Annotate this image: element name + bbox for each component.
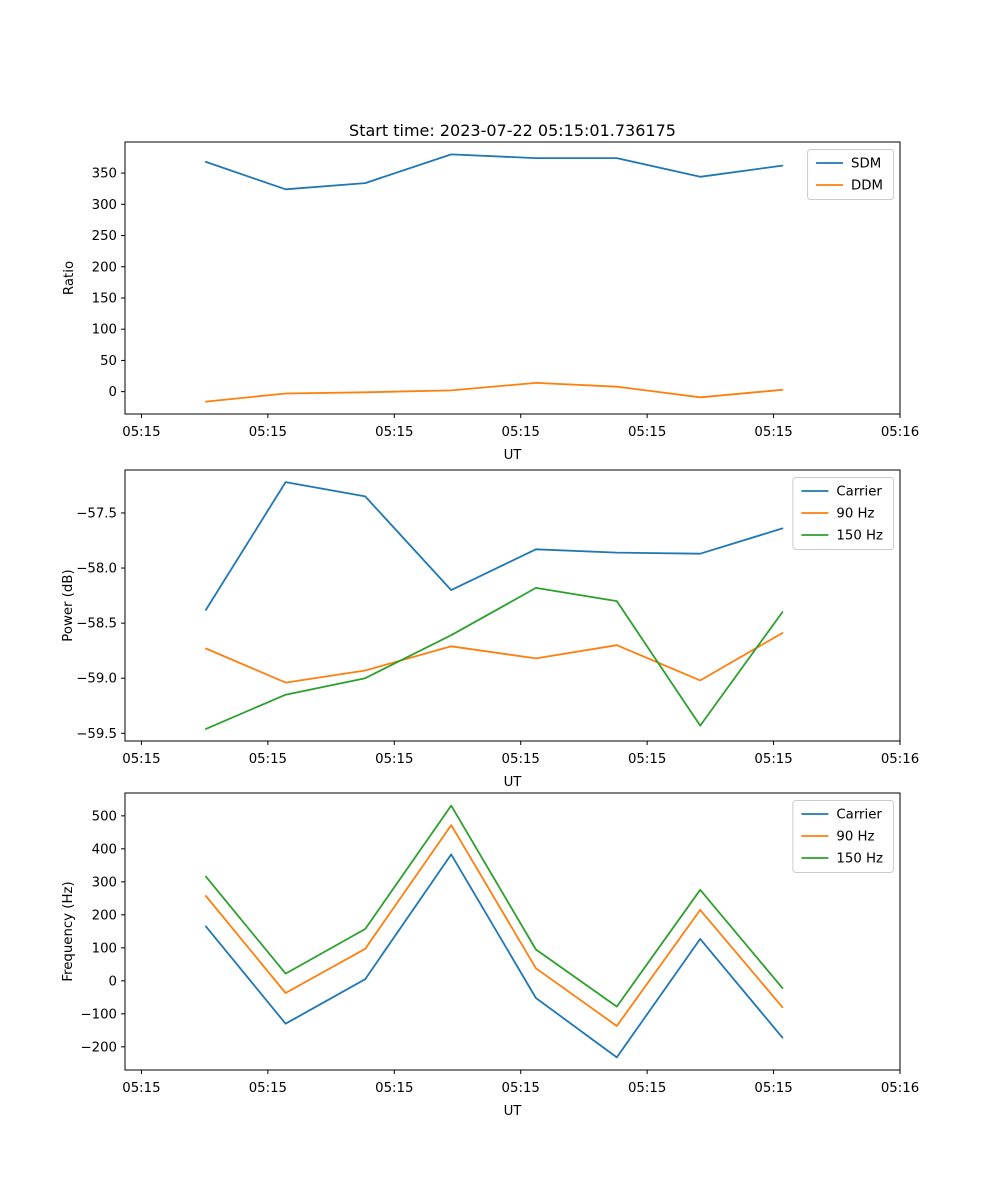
- 90-hz-line: [204, 824, 784, 1027]
- 150-hz-line: [204, 804, 784, 1008]
- y-tick-label: 200: [92, 260, 117, 275]
- x-tick-label: 05:15: [628, 752, 666, 767]
- y-tick-label: 500: [92, 809, 117, 824]
- x-tick-label: 05:16: [881, 752, 919, 767]
- y-tick-label: −200: [80, 1040, 117, 1055]
- frequency-y-axis-label: Frequency (Hz): [61, 881, 76, 981]
- y-tick-label: 200: [92, 908, 117, 923]
- legend: Carrier 90 Hz 150 Hz: [792, 477, 894, 550]
- frequency-chart: Frequency (Hz) UT 500 400 300 200 100 0 −100 −2…: [61, 792, 919, 1119]
- x-tick-label: 05:15: [754, 425, 792, 440]
- x-tick-label: 05:15: [122, 1081, 160, 1096]
- power-y-axis-label: Power (dB): [61, 569, 76, 641]
- legend-frame: [792, 477, 894, 550]
- y-tick-label: 0: [109, 974, 117, 989]
- y-tick-label: 100: [92, 323, 117, 338]
- y-tick-label: −59.0: [76, 672, 117, 687]
- legend-label-150-hz: 150 Hz: [836, 852, 883, 867]
- 90-hz-line: [204, 632, 784, 684]
- y-tick-label: 300: [92, 198, 117, 213]
- y-tick-label: −58.0: [76, 562, 117, 577]
- y-tick-label: 50: [100, 354, 117, 369]
- axes-frame: [124, 469, 901, 742]
- x-tick-label: 05:15: [502, 425, 540, 440]
- legend: Carrier 90 Hz 150 Hz: [792, 800, 894, 873]
- legend-label-90-hz: 90 Hz: [836, 507, 874, 522]
- sdm-line: [204, 153, 784, 191]
- y-axis-ticks: 0 50 100 150 200 250 300 350: [92, 167, 125, 400]
- x-tick-label: 05:15: [249, 1081, 287, 1096]
- x-axis-ticks: 05:15 05:15 05:15 05:15 05:15 05:15 05:16: [122, 741, 919, 767]
- y-tick-label: −58.5: [76, 617, 117, 632]
- y-tick-label: 100: [92, 941, 117, 956]
- ddm-line: [204, 381, 784, 403]
- y-axis-ticks: 500 400 300 200 100 0 −100 −200: [80, 809, 125, 1055]
- x-tick-label: 05:15: [249, 425, 287, 440]
- axes-frame: [124, 792, 901, 1071]
- x-tick-label: 05:16: [881, 425, 919, 440]
- y-tick-label: −59.5: [76, 727, 117, 742]
- power-plot-area: −57.5−58.0−58.5−59.0−59.505:15 05:15 05:15…: [76, 469, 919, 767]
- y-tick-label: 400: [92, 842, 117, 857]
- legend-frame: [792, 800, 894, 873]
- y-tick-label: −100: [80, 1007, 117, 1022]
- x-tick-label: 05:15: [375, 1081, 413, 1096]
- legend-label-carrier: Carrier: [836, 808, 882, 823]
- legend-label-150-hz: 150 Hz: [836, 529, 883, 544]
- y-tick-label: 0: [109, 385, 117, 400]
- x-axis-ticks: 05:15 05:15 05:15 05:15 05:15 05:15 05:16: [122, 1070, 919, 1096]
- x-tick-label: 05:15: [754, 752, 792, 767]
- legend: SDM DDM: [807, 149, 894, 200]
- legend-frame: [807, 149, 894, 200]
- legend-label-sdm: SDM: [851, 157, 881, 172]
- y-tick-label: −57.5: [76, 506, 117, 521]
- legend-label-carrier: Carrier: [836, 485, 882, 500]
- x-tick-label: 05:15: [628, 1081, 666, 1096]
- y-tick-label: 350: [92, 167, 117, 182]
- x-tick-label: 05:15: [502, 1081, 540, 1096]
- 150-hz-line: [204, 587, 784, 730]
- figure-title: Start time: 2023-07-22 05:15:01.736175: [349, 121, 676, 140]
- y-tick-label: 250: [92, 229, 117, 244]
- power-x-axis-label: UT: [504, 775, 523, 790]
- x-tick-label: 05:15: [375, 425, 413, 440]
- ratio-y-axis-label: Ratio: [62, 261, 77, 295]
- ratio-x-axis-label: UT: [504, 448, 523, 463]
- power-chart: Power (dB) UT −57.5 −58.0 −58.5 −59.0 −59.5 0…: [61, 469, 919, 790]
- axes-frame: [124, 141, 901, 415]
- frequency-x-axis-label: UT: [504, 1104, 523, 1119]
- x-tick-label: 05:15: [375, 752, 413, 767]
- legend-label-90-hz: 90 Hz: [836, 830, 874, 845]
- carrier-line: [204, 853, 784, 1059]
- y-axis-ticks: −57.5 −58.0 −58.5 −59.0 −59.5: [76, 506, 125, 742]
- legend-label-ddm: DDM: [851, 179, 883, 194]
- x-axis-ticks: 05:15 05:15 05:15 05:15 05:15 05:15 05:16: [122, 414, 919, 440]
- x-tick-label: 05:16: [881, 1081, 919, 1096]
- y-tick-label: 300: [92, 875, 117, 890]
- x-tick-label: 05:15: [122, 752, 160, 767]
- x-tick-label: 05:15: [628, 425, 666, 440]
- x-tick-label: 05:15: [754, 1081, 792, 1096]
- x-tick-label: 05:15: [122, 425, 160, 440]
- y-tick-label: 150: [92, 291, 117, 306]
- x-tick-label: 05:15: [502, 752, 540, 767]
- x-tick-label: 05:15: [249, 752, 287, 767]
- carrier-line: [204, 481, 784, 611]
